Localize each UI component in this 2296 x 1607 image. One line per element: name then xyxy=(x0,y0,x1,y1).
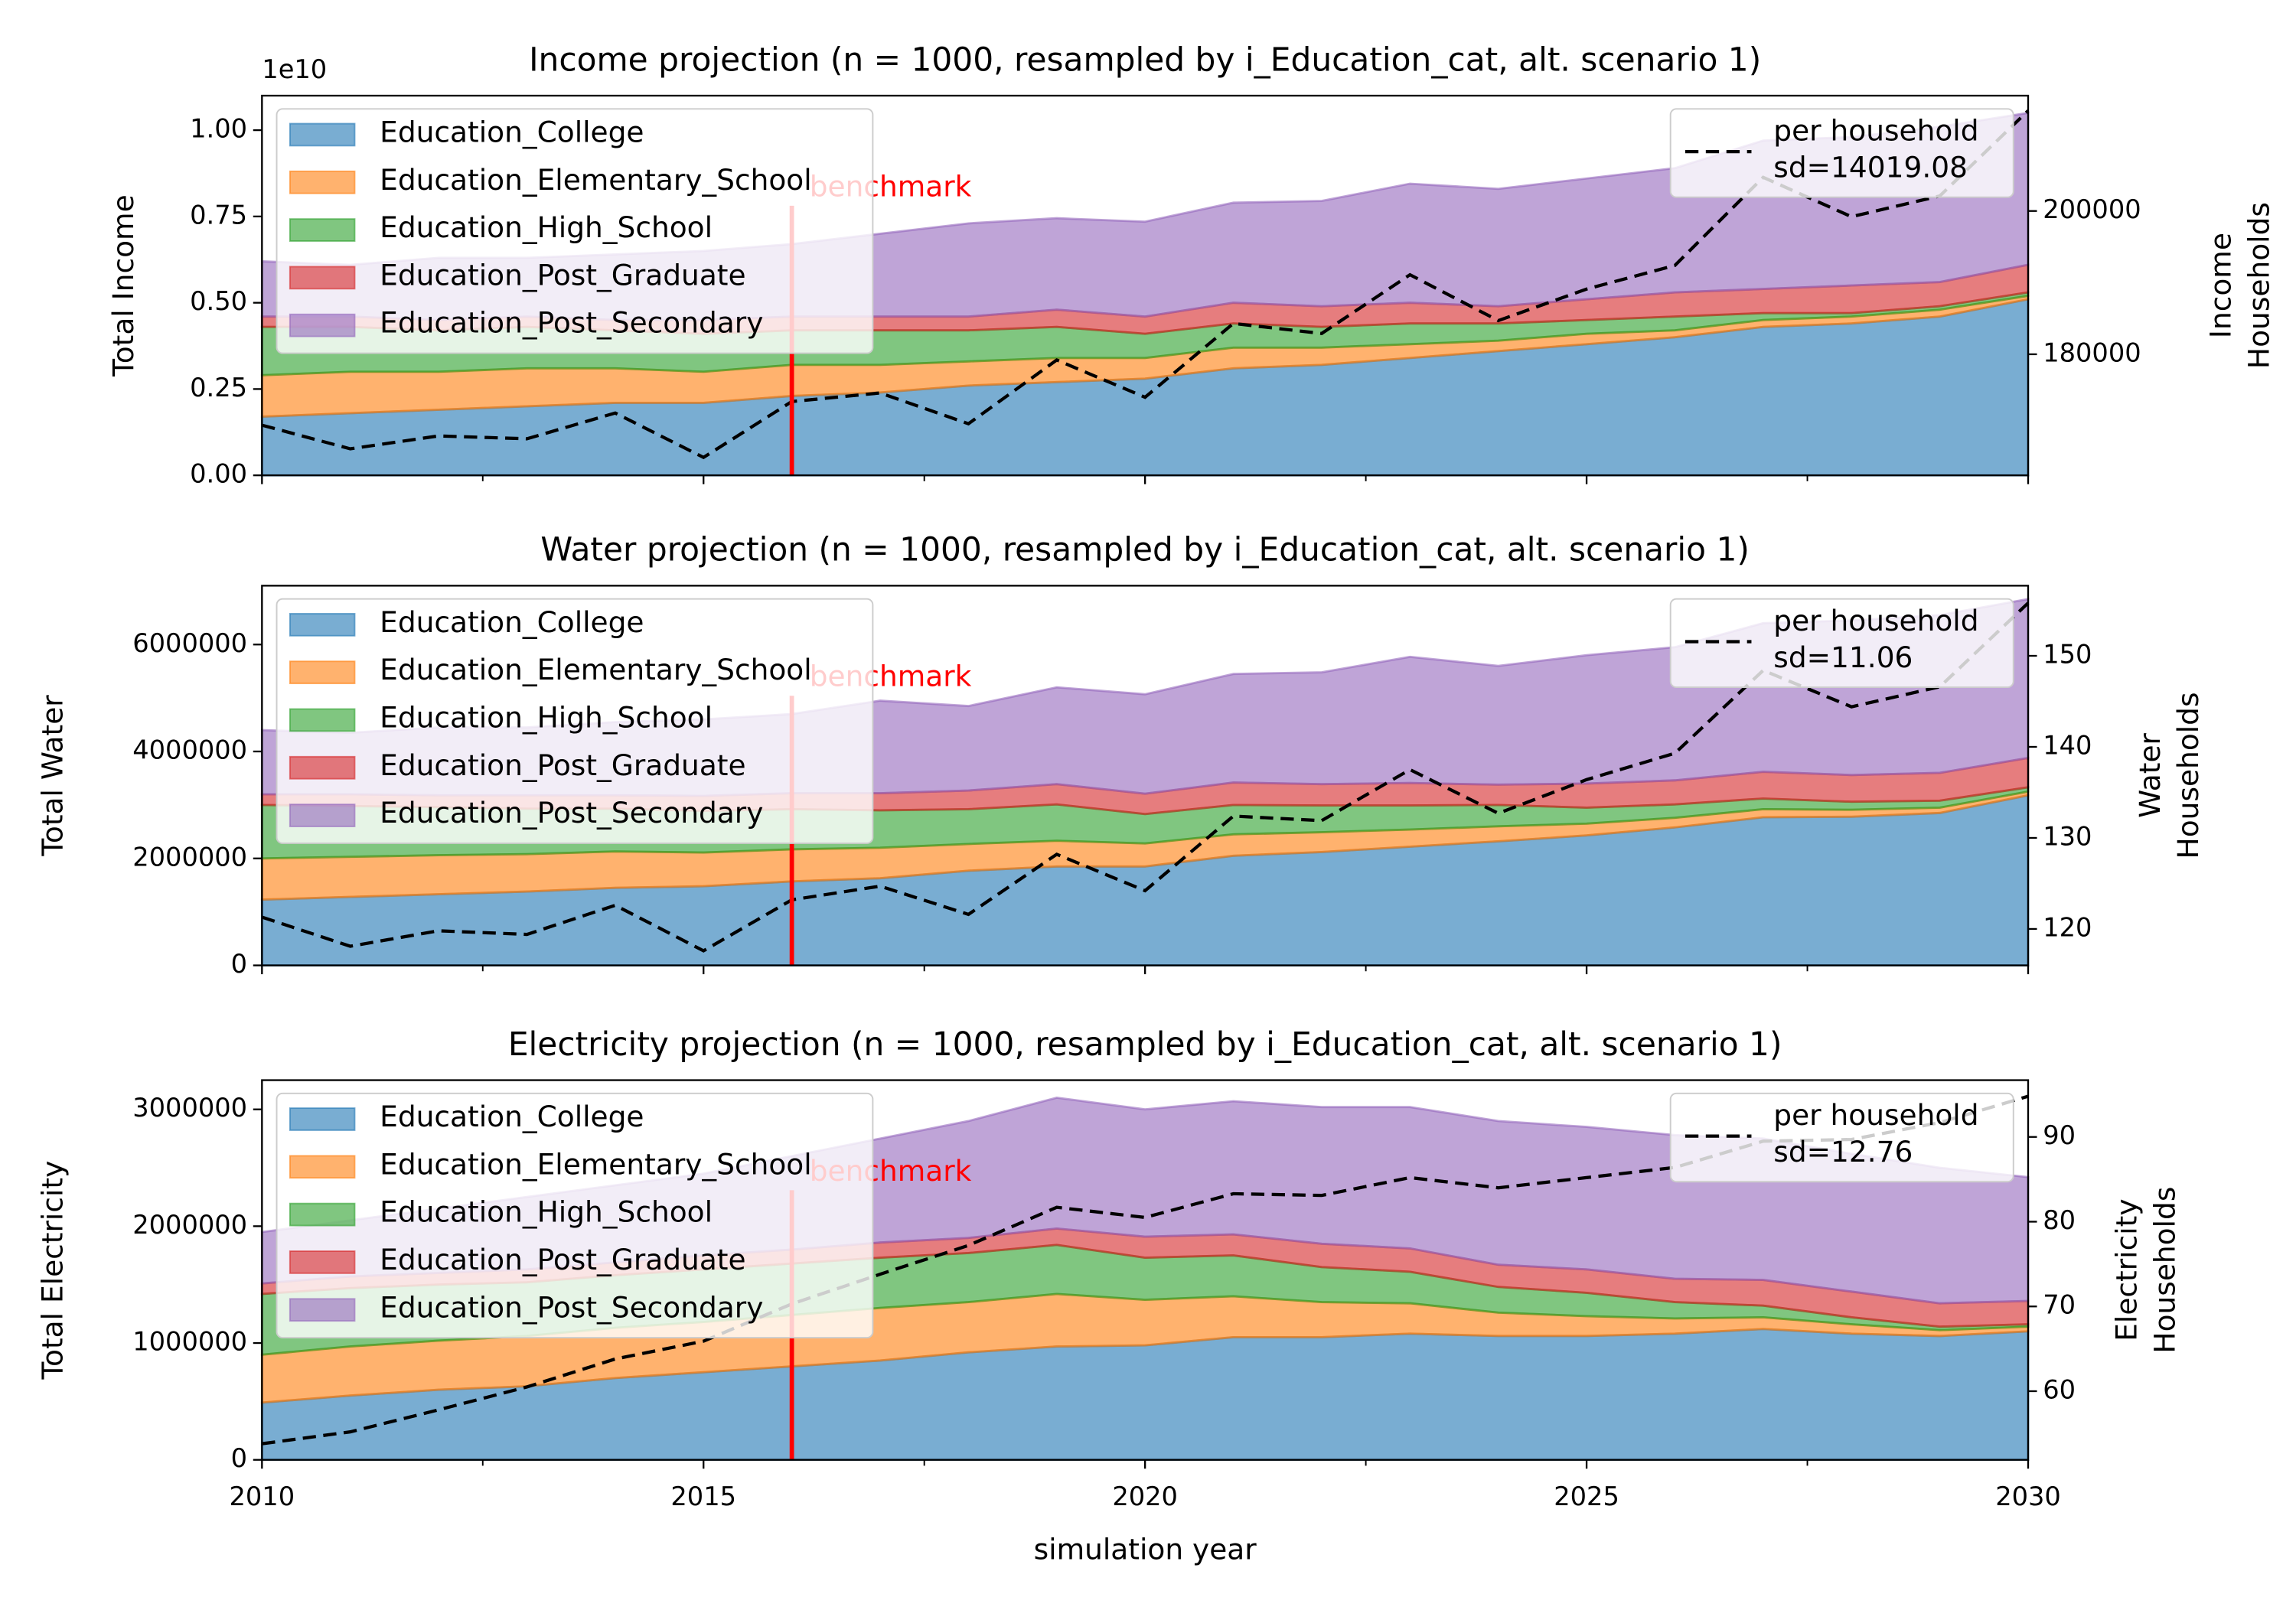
y-tick-label: 0.50 xyxy=(190,286,247,316)
y-tick-label: 0 xyxy=(231,949,247,979)
legend-swatch xyxy=(289,660,356,685)
legend-swatch xyxy=(289,170,356,194)
legend-box xyxy=(276,1092,874,1339)
y2-tick-label: 140 xyxy=(2043,730,2092,760)
legend-box xyxy=(276,108,874,354)
x-tick-label: 2020 xyxy=(1112,1482,1178,1511)
y2-tick-label: 200000 xyxy=(2043,194,2141,224)
x-axis-label: simulation year xyxy=(1034,1532,1257,1566)
legend-label: Education_High_School xyxy=(380,701,713,735)
y-tick-label: 1.00 xyxy=(190,114,247,144)
y2-tick-label: 80 xyxy=(2043,1205,2076,1235)
legend-swatch xyxy=(289,1107,356,1131)
y-tick-label: 0.00 xyxy=(190,459,247,489)
y2-tick-label: 120 xyxy=(2043,912,2092,942)
legend-swatch xyxy=(289,313,356,337)
y-tick-label: 2000000 xyxy=(132,842,247,872)
legend-swatch xyxy=(289,1202,356,1227)
y-tick-label: 4000000 xyxy=(132,735,247,765)
y-axis-label: Total Income xyxy=(106,194,140,377)
y-tick-label: 0.25 xyxy=(190,373,247,403)
legend-label: per household xyxy=(1773,1098,1978,1132)
legend-label: Education_Post_Secondary xyxy=(380,1290,763,1324)
y2-tick-label: 70 xyxy=(2043,1290,2076,1320)
y-axis-label: Total Electricity xyxy=(36,1161,70,1380)
legend-label: per household xyxy=(1773,114,1978,148)
y2-axis-label: Households xyxy=(2171,692,2205,859)
legend-label: Education_High_School xyxy=(380,210,713,244)
legend-swatch xyxy=(289,122,356,147)
legend-label: Education_College xyxy=(380,1100,644,1133)
y2-axis-label: Households xyxy=(2148,1187,2181,1354)
legend-label: Education_High_School xyxy=(380,1195,713,1229)
legend-label: Education_Elementary_School xyxy=(380,1147,812,1181)
legend-label: Education_Post_Graduate xyxy=(380,748,745,782)
legend-label: per household xyxy=(1773,604,1978,637)
households-line xyxy=(261,109,2030,460)
y2-tick-label: 180000 xyxy=(2043,337,2141,367)
y-tick-label: 3000000 xyxy=(132,1093,247,1123)
legend-swatch xyxy=(289,218,356,242)
legend-swatch xyxy=(289,612,356,637)
y-tick-label: 2000000 xyxy=(132,1210,247,1240)
legend-swatch xyxy=(289,755,356,780)
y-tick-label: 1000000 xyxy=(132,1327,247,1357)
y2-tick-label: 150 xyxy=(2043,640,2092,670)
legend-box xyxy=(1669,108,2014,198)
legend-label: Education_Elementary_School xyxy=(380,163,812,197)
y-offset-label: 1e10 xyxy=(262,54,327,84)
y2-axis-label: Electricity xyxy=(2109,1198,2143,1341)
legend-note: sd=11.06 xyxy=(1773,641,1913,674)
y-tick-label: 0.75 xyxy=(190,200,247,230)
legend-label: Education_College xyxy=(380,116,644,149)
legend-label: Education_Post_Graduate xyxy=(380,1243,745,1276)
y2-tick-label: 130 xyxy=(2043,821,2092,851)
x-tick-label: 2030 xyxy=(1995,1482,2061,1511)
legend-swatch xyxy=(289,1250,356,1274)
y2-tick-label: 90 xyxy=(2043,1120,2076,1150)
y2-axis-label: Income xyxy=(2203,233,2237,338)
legend-label: Education_College xyxy=(380,605,644,639)
households-line xyxy=(261,601,2030,953)
chart-title: Electricity projection (n = 1000, resamp… xyxy=(508,1025,1782,1063)
y2-axis-label: Water xyxy=(2133,732,2167,817)
legend-note: sd=14019.08 xyxy=(1773,151,1968,184)
y-tick-label: 6000000 xyxy=(132,628,247,658)
legend-label: Education_Post_Secondary xyxy=(380,796,763,830)
legend-swatch xyxy=(289,708,356,732)
x-tick-label: 2010 xyxy=(229,1482,295,1511)
x-tick-label: 2025 xyxy=(1554,1482,1619,1511)
legend-label: Education_Post_Secondary xyxy=(380,306,763,340)
y-axis-label: Total Water xyxy=(36,695,70,857)
legend-swatch xyxy=(289,266,356,290)
y2-axis-label: Households xyxy=(2242,202,2275,369)
legend-box xyxy=(1669,598,2014,689)
legend-swatch xyxy=(289,1298,356,1322)
chart-title: Income projection (n = 1000, resampled b… xyxy=(529,41,1761,78)
legend-label: Education_Post_Graduate xyxy=(380,258,745,292)
legend-swatch xyxy=(289,1155,356,1179)
chart-title: Water projection (n = 1000, resampled by… xyxy=(540,531,1750,569)
legend-note: sd=12.76 xyxy=(1773,1135,1913,1169)
legend-swatch xyxy=(289,804,356,827)
legend-box xyxy=(1669,1092,2014,1183)
legend-label: Education_Elementary_School xyxy=(380,653,812,686)
y2-tick-label: 60 xyxy=(2043,1374,2076,1404)
y-tick-label: 0 xyxy=(231,1443,247,1473)
legend-box xyxy=(276,598,874,844)
x-tick-label: 2015 xyxy=(670,1482,736,1511)
